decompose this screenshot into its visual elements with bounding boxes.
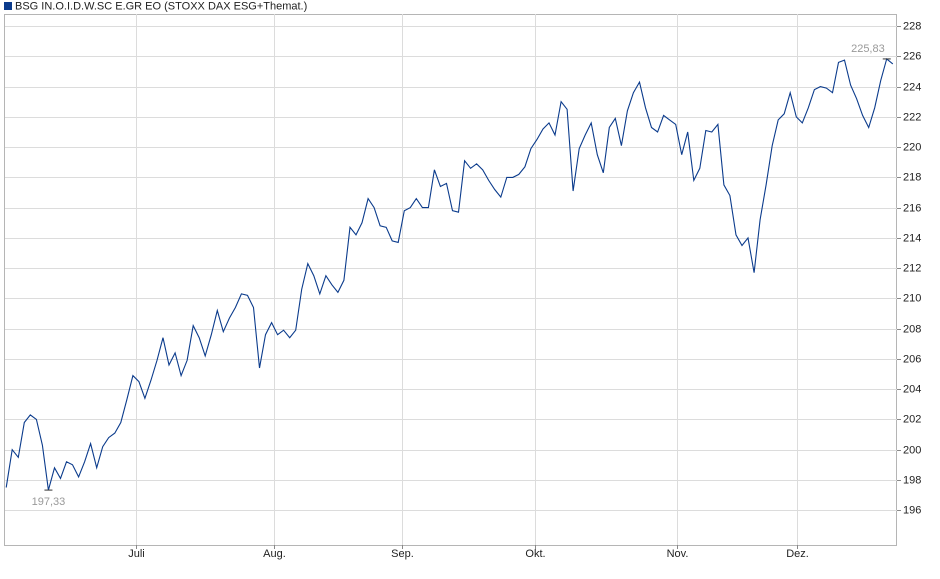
plot-frame	[4, 14, 897, 546]
y-tick-label: 210	[903, 292, 921, 304]
y-tick-label: 208	[903, 323, 921, 335]
y-tick-label: 202	[903, 413, 921, 425]
y-tick-label: 228	[903, 20, 921, 32]
x-tick-label: Nov.	[667, 548, 689, 560]
x-tick-label: Okt.	[525, 548, 545, 560]
y-tick-label: 212	[903, 262, 921, 274]
y-tick-label: 222	[903, 111, 921, 123]
annotation-label: 197,33	[32, 496, 66, 508]
x-tick-label: Juli	[128, 548, 145, 560]
y-tick-label: 198	[903, 474, 921, 486]
y-tick-label: 216	[903, 202, 921, 214]
y-tick-label: 224	[903, 81, 921, 93]
annotation-label: 225,83	[851, 43, 885, 55]
y-tick-label: 200	[903, 444, 921, 456]
y-tick-label: 204	[903, 383, 921, 395]
x-tick-label: Sep.	[391, 548, 414, 560]
legend-swatch	[4, 2, 12, 10]
y-tick-label: 226	[903, 50, 921, 62]
y-tick-label: 206	[903, 353, 921, 365]
y-tick-label: 220	[903, 141, 921, 153]
series-line	[5, 57, 894, 491]
y-tick-label: 218	[903, 171, 921, 183]
x-tick-label: Dez.	[786, 548, 809, 560]
x-tick-label: Aug.	[263, 548, 286, 560]
y-tick-label: 196	[903, 504, 921, 516]
y-tick-label: 214	[903, 232, 921, 244]
legend-label: BSG IN.O.I.D.W.SC E.GR EO (STOXX DAX ESG…	[15, 0, 307, 12]
